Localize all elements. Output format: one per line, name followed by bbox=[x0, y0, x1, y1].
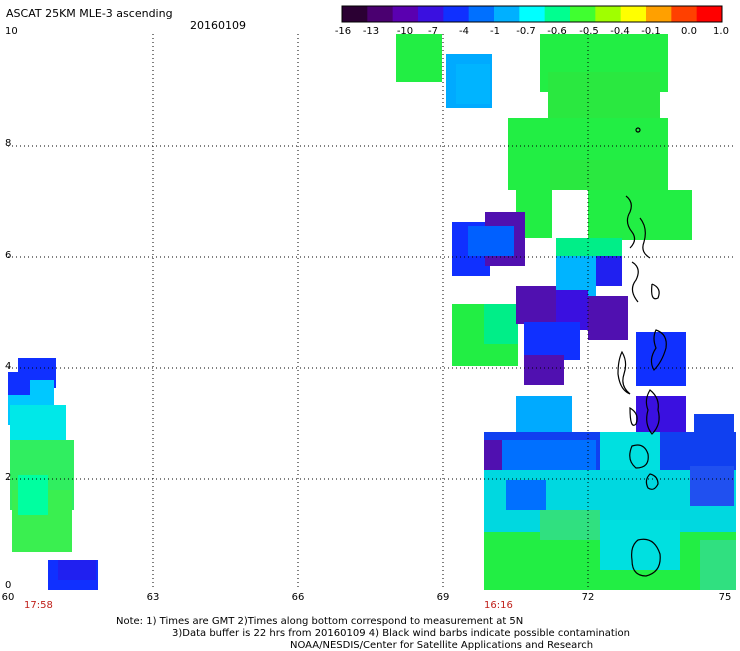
lat-label: 0 bbox=[5, 580, 12, 591]
colorbar-segment bbox=[367, 6, 394, 22]
lon-label: 66 bbox=[291, 592, 305, 603]
colorbar-label: -10 bbox=[396, 26, 414, 37]
product-title: ASCAT 25KM MLE-3 ascending bbox=[6, 7, 173, 20]
colorbar-segment bbox=[696, 6, 723, 22]
colorbar-label: -1 bbox=[490, 26, 500, 37]
lat-label: 10 bbox=[5, 26, 18, 37]
colorbar-segment bbox=[392, 6, 419, 22]
lat-label: 8 bbox=[5, 138, 12, 149]
pass-time-east: 16:16 bbox=[484, 600, 513, 611]
colorbar-segment bbox=[494, 6, 520, 22]
colorbar-label: 1.0 bbox=[713, 26, 729, 37]
colorbar-frame bbox=[341, 5, 723, 23]
colorbar-segment bbox=[443, 6, 470, 22]
scatterometer-swath-west bbox=[8, 358, 98, 590]
colorbar-segment bbox=[342, 6, 368, 22]
graticule bbox=[8, 34, 734, 590]
note-line-3: NOAA/NESDIS/Center for Satellite Applica… bbox=[290, 640, 594, 651]
lon-label: 72 bbox=[581, 592, 595, 603]
colorbar-label: -7 bbox=[428, 26, 438, 37]
colorbar-label: -4 bbox=[459, 26, 469, 37]
colorbar-segment bbox=[620, 6, 647, 22]
colorbar-label: -0.5 bbox=[579, 26, 599, 37]
lon-label: 69 bbox=[436, 592, 450, 603]
colorbar-segment bbox=[671, 6, 698, 22]
colorbar-label: -16 bbox=[334, 26, 352, 37]
colorbar-label: 0.0 bbox=[681, 26, 697, 37]
lon-label: 75 bbox=[718, 592, 732, 603]
pass-time-west: 17:58 bbox=[24, 600, 53, 611]
colorbar-segment bbox=[570, 6, 596, 22]
lon-label: 63 bbox=[146, 592, 160, 603]
note-line-1: Note: 1) Times are GMT 2)Times along bot… bbox=[116, 616, 524, 627]
colorbar-label: -13 bbox=[362, 26, 380, 37]
colorbar-label: -0.6 bbox=[547, 26, 567, 37]
colorbar-label: -0.4 bbox=[610, 26, 630, 37]
colorbar-segment bbox=[646, 6, 672, 22]
product-date: 20160109 bbox=[190, 19, 246, 32]
colorbar-segment bbox=[519, 6, 546, 22]
island-outlines bbox=[617, 127, 667, 577]
lat-label: 2 bbox=[5, 472, 12, 483]
colorbar-segment bbox=[418, 6, 444, 22]
lat-label: 4 bbox=[5, 361, 12, 372]
colorbar-segment bbox=[595, 6, 622, 22]
colorbar-segment bbox=[544, 6, 571, 22]
scatterometer-swath-east bbox=[396, 34, 736, 590]
colorbar-label: -0.7 bbox=[516, 26, 536, 37]
colorbar bbox=[341, 5, 723, 23]
note-line-2: 3)Data buffer is 22 hrs from 20160109 4)… bbox=[172, 628, 630, 639]
lat-label: 6 bbox=[5, 250, 12, 261]
lon-label: 60 bbox=[1, 592, 15, 603]
colorbar-segment bbox=[468, 6, 495, 22]
colorbar-label: -0.1 bbox=[641, 26, 661, 37]
